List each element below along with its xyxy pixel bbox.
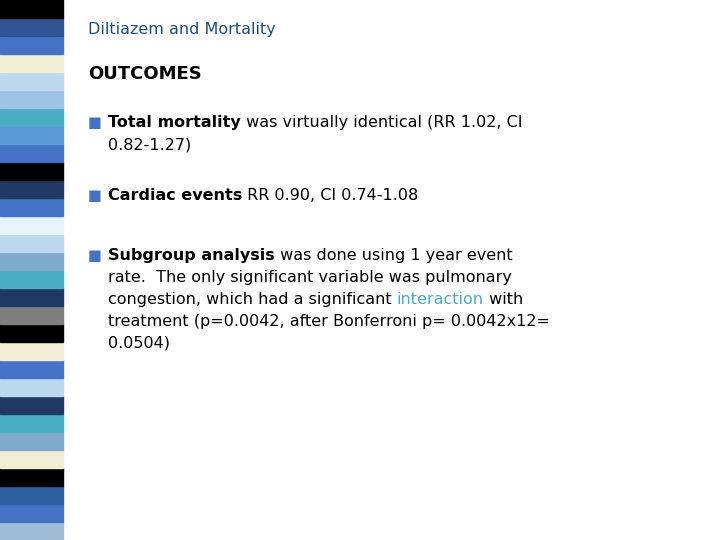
Text: Diltiazem and Mortality: Diltiazem and Mortality: [88, 22, 276, 37]
Bar: [0, 72, 63, 90]
Bar: [0, 198, 63, 216]
Text: with: with: [484, 292, 523, 307]
Text: ■: ■: [88, 248, 102, 263]
Bar: [0, 486, 63, 504]
Text: was virtually identical (RR 1.02, CI: was virtually identical (RR 1.02, CI: [240, 115, 522, 130]
Text: ■: ■: [88, 115, 102, 130]
Text: Subgroup analysis: Subgroup analysis: [108, 248, 275, 263]
Bar: [0, 432, 63, 450]
Bar: [0, 450, 63, 468]
Bar: [0, 522, 63, 540]
Bar: [0, 252, 63, 270]
Text: Total mortality: Total mortality: [108, 115, 240, 130]
Text: rate.  The only significant variable was pulmonary: rate. The only significant variable was …: [108, 270, 512, 285]
Bar: [0, 306, 63, 324]
Bar: [0, 54, 63, 72]
Bar: [0, 396, 63, 414]
Bar: [0, 468, 63, 486]
Bar: [0, 180, 63, 198]
Bar: [0, 144, 63, 162]
Bar: [0, 90, 63, 108]
Text: interaction: interaction: [397, 292, 484, 307]
Bar: [0, 108, 63, 126]
Bar: [0, 270, 63, 288]
Text: RR 0.90, CI 0.74-1.08: RR 0.90, CI 0.74-1.08: [242, 188, 418, 203]
Text: treatment (p=0.0042, after Bonferroni p= 0.0042x12=: treatment (p=0.0042, after Bonferroni p=…: [108, 314, 550, 329]
Bar: [0, 324, 63, 342]
Text: OUTCOMES: OUTCOMES: [88, 65, 202, 83]
Bar: [0, 216, 63, 234]
Bar: [0, 234, 63, 252]
Bar: [0, 360, 63, 378]
Bar: [0, 378, 63, 396]
Text: was done using 1 year event: was done using 1 year event: [275, 248, 513, 263]
Bar: [0, 342, 63, 360]
Bar: [0, 162, 63, 180]
Text: Cardiac events: Cardiac events: [108, 188, 242, 203]
Bar: [0, 288, 63, 306]
Text: 0.0504): 0.0504): [108, 336, 170, 351]
Text: 0.82-1.27): 0.82-1.27): [108, 137, 192, 152]
Bar: [0, 126, 63, 144]
Bar: [0, 414, 63, 432]
Bar: [0, 504, 63, 522]
Bar: [0, 0, 63, 18]
Text: congestion, which had a significant: congestion, which had a significant: [108, 292, 397, 307]
Bar: [0, 36, 63, 54]
Text: ■: ■: [88, 188, 102, 203]
Bar: [0, 18, 63, 36]
